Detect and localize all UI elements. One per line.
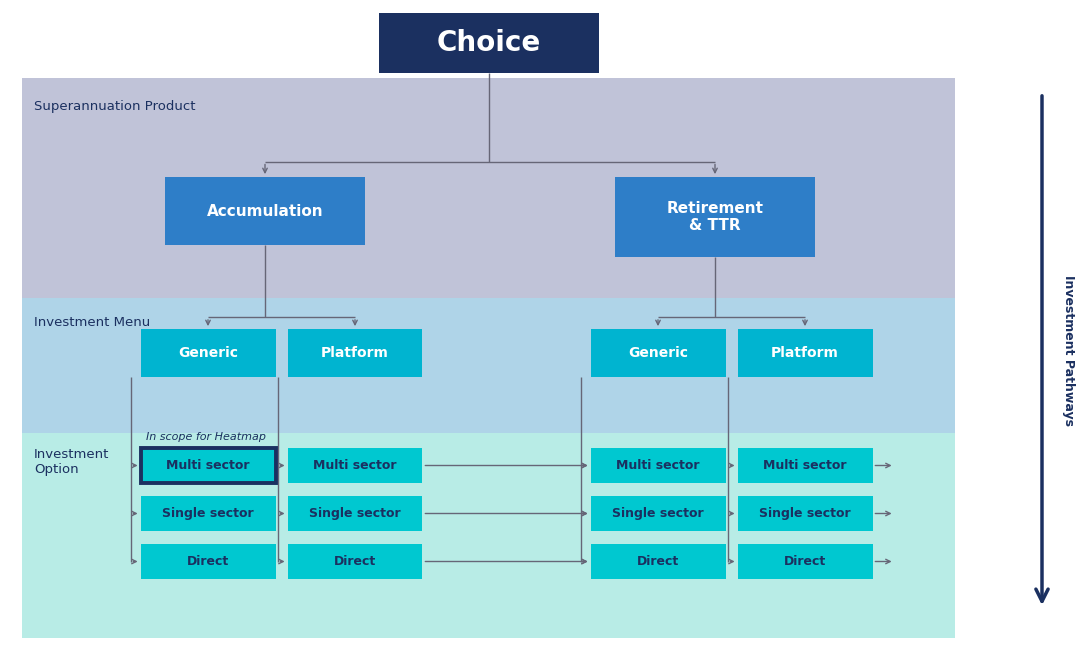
FancyBboxPatch shape: [287, 448, 423, 483]
FancyBboxPatch shape: [287, 329, 423, 377]
Text: Direct: Direct: [784, 555, 826, 568]
FancyBboxPatch shape: [591, 544, 725, 579]
FancyBboxPatch shape: [287, 544, 423, 579]
Text: Platform: Platform: [771, 346, 839, 360]
Text: Superannuation Product: Superannuation Product: [34, 100, 195, 113]
Bar: [22, 78, 955, 298]
FancyBboxPatch shape: [591, 448, 725, 483]
Text: Generic: Generic: [178, 346, 238, 360]
FancyBboxPatch shape: [141, 544, 275, 579]
Text: Direct: Direct: [334, 555, 376, 568]
FancyBboxPatch shape: [378, 13, 598, 73]
Bar: [22, 433, 955, 638]
FancyBboxPatch shape: [591, 329, 725, 377]
Text: Choice: Choice: [437, 29, 541, 57]
Text: Platform: Platform: [321, 346, 389, 360]
FancyBboxPatch shape: [615, 177, 815, 257]
FancyBboxPatch shape: [287, 496, 423, 531]
Text: Accumulation: Accumulation: [207, 204, 323, 219]
Text: In scope for Heatmap: In scope for Heatmap: [145, 432, 266, 442]
FancyBboxPatch shape: [737, 329, 873, 377]
FancyBboxPatch shape: [591, 496, 725, 531]
Text: Investment Menu: Investment Menu: [34, 316, 151, 329]
Text: Retirement
& TTR: Retirement & TTR: [667, 201, 763, 233]
FancyBboxPatch shape: [141, 329, 275, 377]
FancyBboxPatch shape: [165, 177, 365, 245]
FancyBboxPatch shape: [737, 496, 873, 531]
Text: Investment Pathways: Investment Pathways: [1061, 275, 1074, 426]
Text: Direct: Direct: [186, 555, 229, 568]
Text: Single sector: Single sector: [309, 507, 401, 520]
FancyBboxPatch shape: [737, 448, 873, 483]
Text: Single sector: Single sector: [759, 507, 851, 520]
Bar: [22, 298, 955, 433]
Text: Multi sector: Multi sector: [616, 459, 700, 472]
Text: Investment
Option: Investment Option: [34, 448, 109, 476]
FancyBboxPatch shape: [141, 496, 275, 531]
Text: Multi sector: Multi sector: [763, 459, 847, 472]
Text: Multi sector: Multi sector: [166, 459, 249, 472]
FancyBboxPatch shape: [737, 544, 873, 579]
Text: Direct: Direct: [637, 555, 679, 568]
Text: Generic: Generic: [628, 346, 688, 360]
Text: Single sector: Single sector: [163, 507, 254, 520]
Text: Single sector: Single sector: [612, 507, 704, 520]
FancyBboxPatch shape: [141, 448, 275, 483]
Text: Multi sector: Multi sector: [313, 459, 397, 472]
